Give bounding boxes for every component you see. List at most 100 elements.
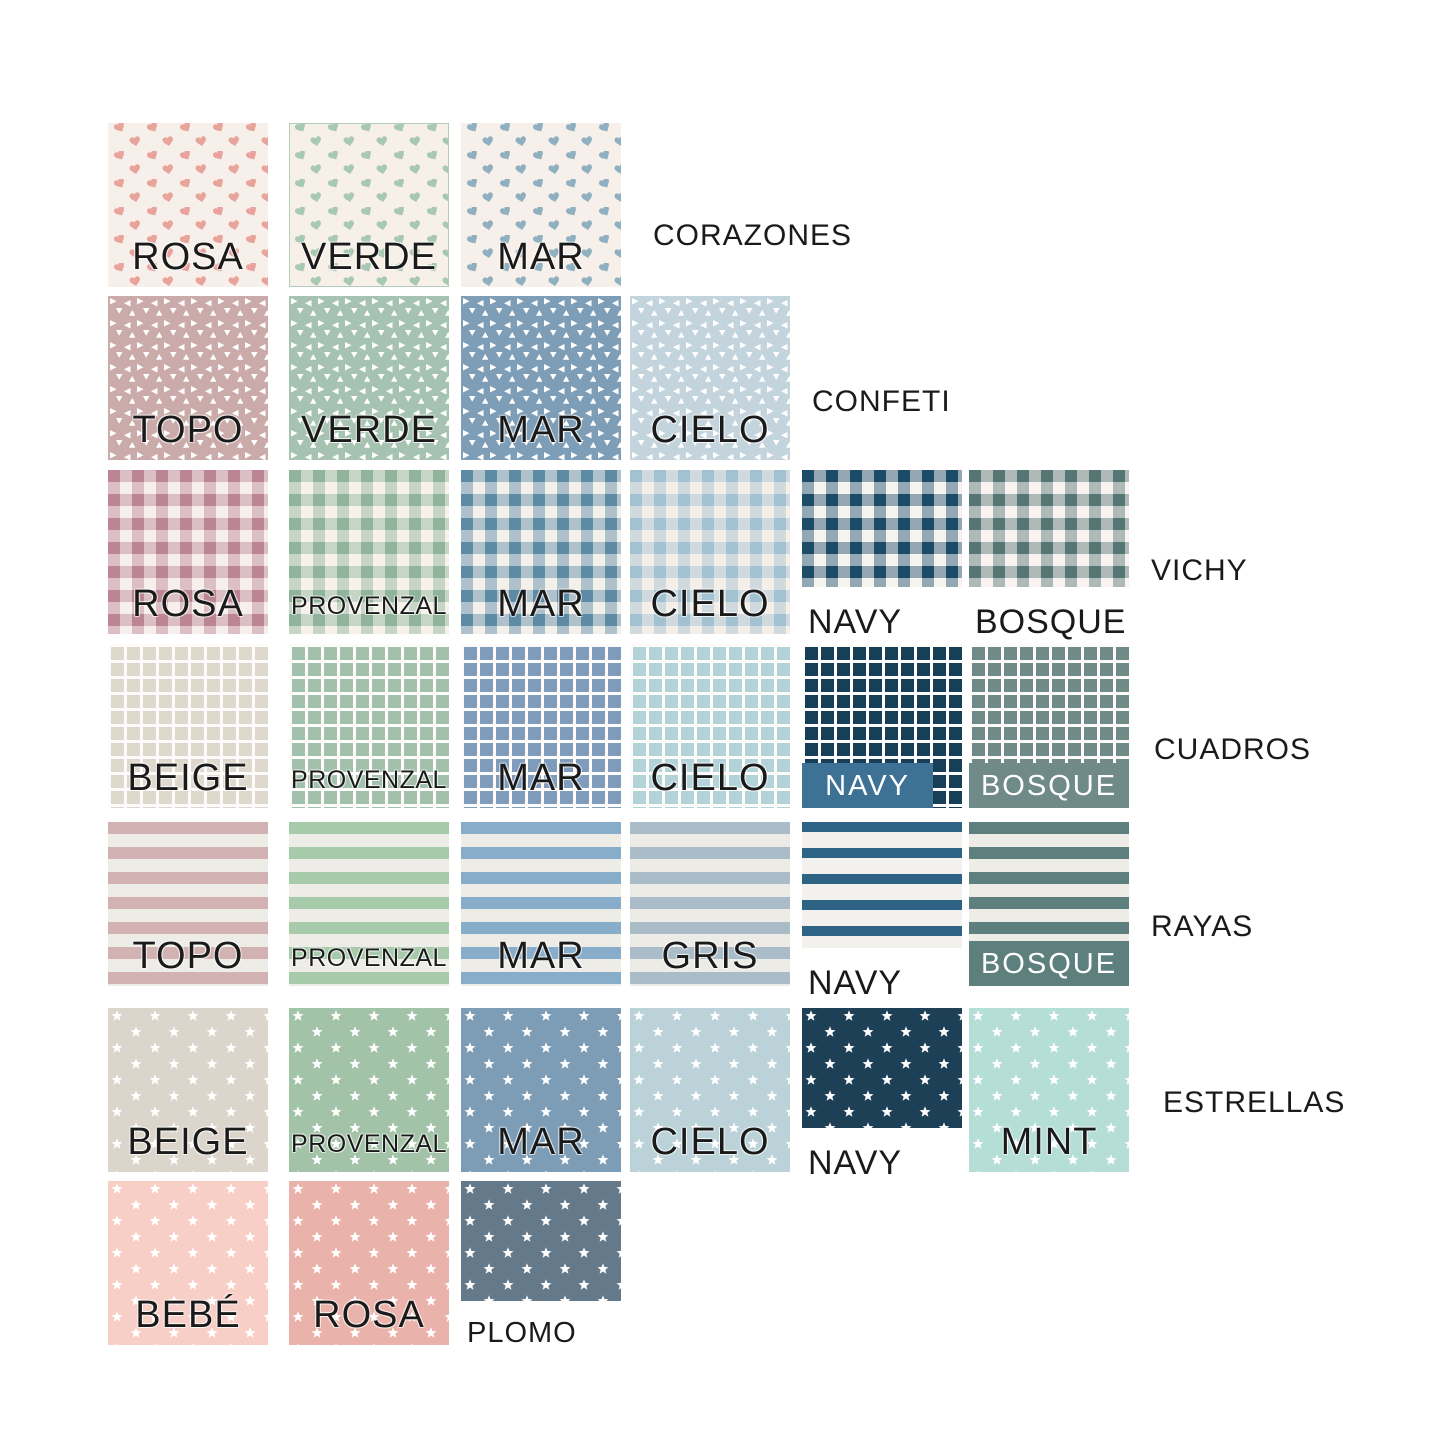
swatch-label: BEIGE [127,757,249,799]
swatch-confetti-mar: MAR [461,296,621,460]
swatch-label: NAVY [808,1144,903,1182]
group-label-vichy: VICHY [1151,554,1248,587]
swatch-confetti-cielo: CIELO [630,296,790,460]
swatch-label: MAR [497,935,585,977]
stars-pattern-graphic [289,1181,449,1345]
swatch-hearts-verde: VERDE [289,123,449,287]
stripes-pattern-graphic [108,822,268,986]
stars-pattern-graphic [108,1008,268,1172]
swatch-label: BOSQUE [969,941,1129,986]
swatch-label: NAVY [808,603,903,641]
swatch-label: ROSA [132,583,244,625]
swatch-label: NAVY [808,964,903,1002]
swatch-vichy-rosa: ROSA [108,470,268,634]
group-label-estrellas: ESTRELLAS [1163,1086,1346,1119]
stars-pattern-graphic [802,1008,962,1128]
swatch-label: BOSQUE [975,603,1127,641]
grid-pattern-graphic [461,644,621,808]
swatch-label: BEIGE [127,1121,249,1163]
group-label-confeti: CONFETI [812,385,951,418]
group-label-cuadros: CUADROS [1154,733,1312,766]
stars-pattern-graphic [108,1181,268,1345]
group-label-rayas: RAYAS [1151,910,1254,943]
swatch-stripes-mar: MAR [461,822,621,986]
swatch-label: TOPO [132,409,244,451]
confetti-pattern-graphic [289,296,449,460]
swatch-label: PROVENZAL [291,592,447,620]
swatch-stripes-navy: NAVY [802,822,962,1002]
stars-pattern-graphic [289,1008,449,1172]
stars-pattern-graphic [630,1008,790,1172]
swatch-hearts-rosa: ROSA [108,123,268,287]
confetti-pattern-graphic [461,296,621,460]
swatch-label: PROVENZAL [291,1130,447,1158]
stars-pattern-graphic [461,1008,621,1172]
swatch-stripes-bosque: BOSQUE [969,822,1129,986]
swatch-stars-bebé: BEBÉ [108,1181,268,1345]
swatch-stars-mar: MAR [461,1008,621,1172]
swatch-label: GRIS [661,935,759,977]
swatch-grid-mar: MAR [461,644,621,808]
swatch-stars-navy: NAVY [802,1008,962,1182]
swatch-label: MAR [497,583,585,625]
swatch-label: VERDE [301,409,437,451]
hearts-pattern-graphic [461,123,621,287]
stripes-pattern-graphic [289,822,449,986]
swatch-label: BOSQUE [969,763,1129,808]
stripes-pattern-graphic [802,822,962,948]
swatch-vichy-mar: MAR [461,470,621,634]
vichy-pattern-graphic [289,470,449,634]
hearts-pattern-graphic [289,123,449,287]
swatch-label: MAR [497,236,585,278]
swatch-confetti-verde: VERDE [289,296,449,460]
swatch-vichy-navy: NAVY [802,470,962,641]
swatch-label: BEBÉ [135,1294,241,1336]
swatch-label: CIELO [650,757,770,799]
swatch-grid-navy: NAVY [802,644,962,808]
swatch-vichy-bosque: BOSQUE [969,470,1129,641]
swatch-label: CIELO [650,1121,770,1163]
vichy-pattern-graphic [461,470,621,634]
grid-pattern-graphic [630,644,790,808]
confetti-pattern-graphic [108,296,268,460]
swatch-label: PLOMO [467,1317,577,1349]
grid-pattern-graphic [289,644,449,808]
swatch-label: CIELO [650,409,770,451]
swatch-vichy-provenzal: PROVENZAL [289,470,449,634]
swatch-stars-cielo: CIELO [630,1008,790,1172]
swatch-label: ROSA [132,236,244,278]
swatch-hearts-mar: MAR [461,123,621,287]
swatch-stripes-topo: TOPO [108,822,268,986]
swatch-stars-rosa: ROSA [289,1181,449,1345]
vichy-pattern-graphic [969,470,1129,587]
swatch-label: PROVENZAL [291,944,447,972]
swatch-stripes-gris: GRIS [630,822,790,986]
swatch-grid-bosque: BOSQUE [969,644,1129,808]
vichy-pattern-graphic [802,470,962,587]
swatch-label: ROSA [313,1294,425,1336]
swatch-stars-plomo: PLOMO [461,1181,621,1349]
vichy-pattern-graphic [108,470,268,634]
stars-pattern-graphic [969,1008,1129,1172]
swatch-grid-provenzal: PROVENZAL [289,644,449,808]
swatch-label: CIELO [650,583,770,625]
group-label-corazones: CORAZONES [653,219,853,252]
grid-pattern-graphic [108,644,268,808]
swatch-confetti-topo: TOPO [108,296,268,460]
vichy-pattern-graphic [630,470,790,634]
swatch-stripes-provenzal: PROVENZAL [289,822,449,986]
swatch-stars-beige: BEIGE [108,1008,268,1172]
swatch-label: MAR [497,757,585,799]
swatch-label: VERDE [301,236,437,278]
swatch-grid-beige: BEIGE [108,644,268,808]
swatch-label: MAR [497,409,585,451]
swatch-stars-provenzal: PROVENZAL [289,1008,449,1172]
stripes-pattern-graphic [461,822,621,986]
swatch-label: PROVENZAL [291,766,447,794]
swatch-label: TOPO [132,935,244,977]
hearts-pattern-graphic [108,123,268,287]
swatch-label: MAR [497,1121,585,1163]
swatch-label: MINT [1000,1121,1098,1163]
swatch-vichy-cielo: CIELO [630,470,790,634]
